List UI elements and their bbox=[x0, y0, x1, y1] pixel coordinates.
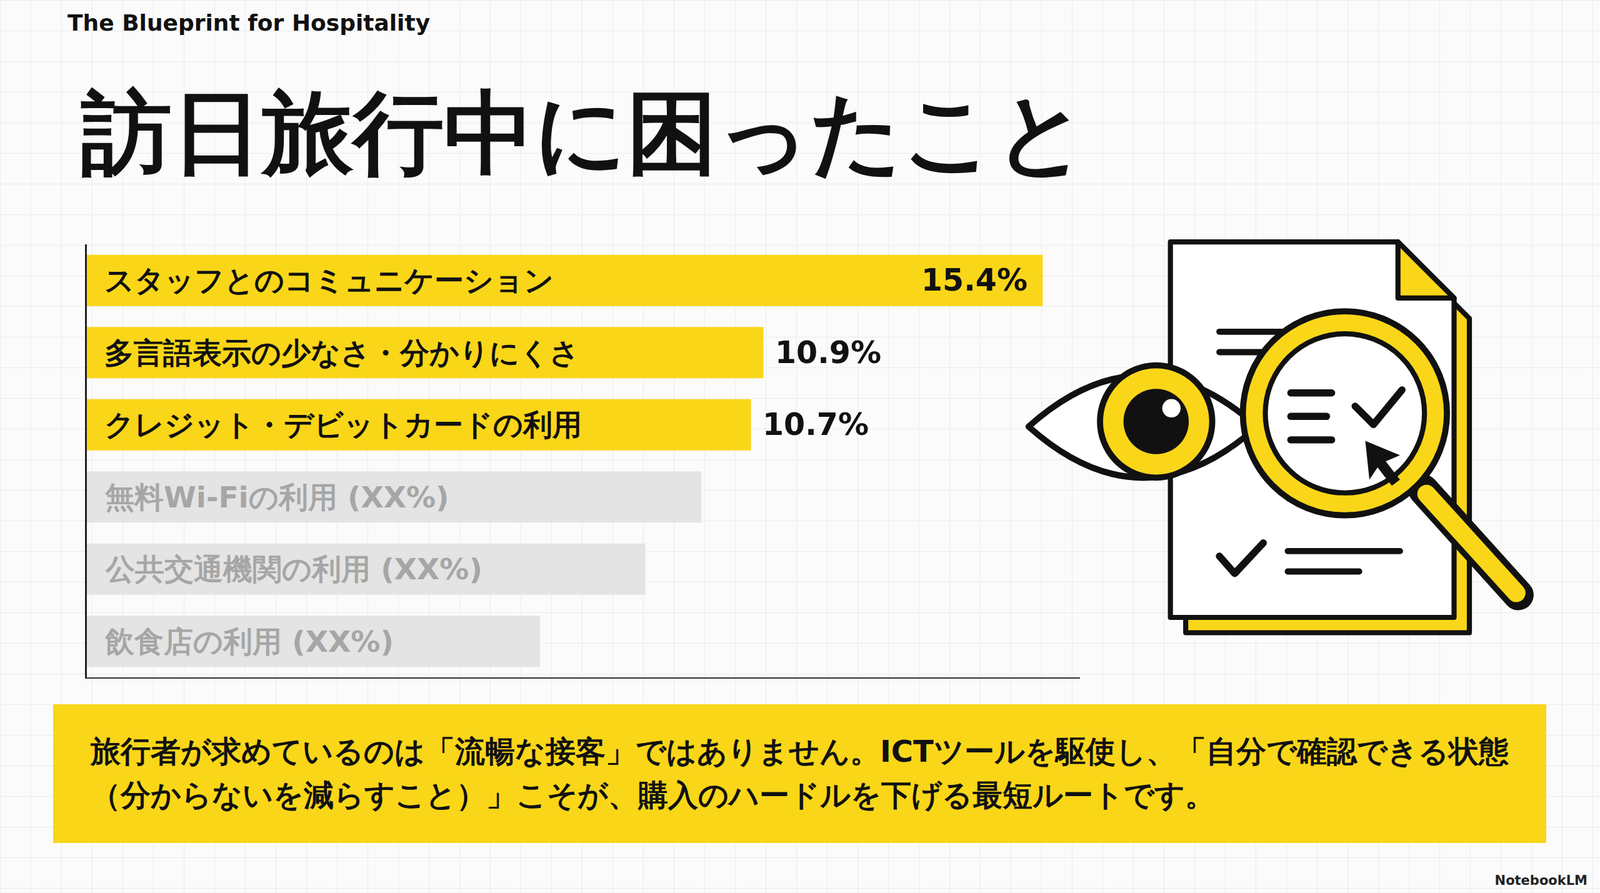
svg-text:訪日旅行中に困ったこと: 訪日旅行中に困ったこと bbox=[80, 80, 1088, 186]
svg-text:15.4%: 15.4% bbox=[921, 262, 1028, 299]
svg-text:公共交通機関の利用 (XX%): 公共交通機関の利用 (XX%) bbox=[104, 551, 483, 587]
svg-text:クレジット・デビットカードの利用: クレジット・デビットカードの利用 bbox=[104, 407, 582, 442]
svg-text:10.7%: 10.7% bbox=[762, 406, 869, 443]
html-text:NotebookLM: NotebookLM bbox=[1494, 873, 1588, 889]
svg-text:無料Wi-Fiの利用 (XX%): 無料Wi-Fiの利用 (XX%) bbox=[104, 480, 450, 515]
svg-text:10.9%: 10.9% bbox=[775, 335, 882, 371]
svg-text:多言語表示の少なさ・分かりにくさ: 多言語表示の少なさ・分かりにくさ bbox=[104, 335, 580, 370]
html-text:The Blueprint for Hospitality: The Blueprint for Hospitality bbox=[67, 10, 431, 36]
svg-text:飲食店の利用 (XX%): 飲食店の利用 (XX%) bbox=[104, 624, 394, 659]
svg-text:スタッフとのコミュニケーション: スタッフとのコミュニケーション bbox=[104, 263, 554, 298]
html-text:旅行者が求めているのは「流暢な接客」ではありません。ICTツ: 旅行者が求めているのは「流暢な接客」ではありません。ICTツールを駆使し、「自分… bbox=[90, 734, 1509, 813]
